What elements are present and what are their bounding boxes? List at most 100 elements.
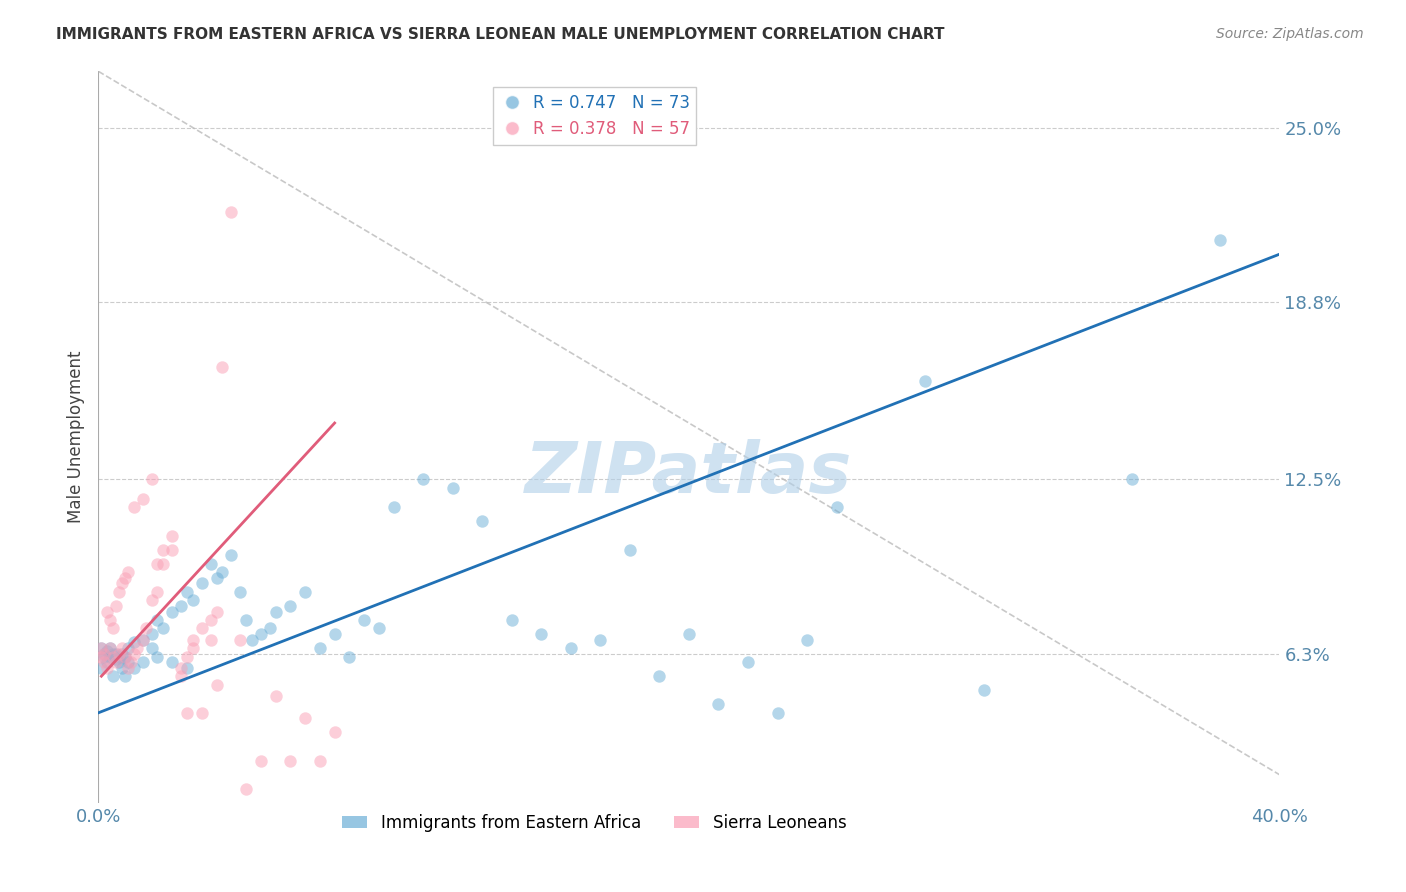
- Point: [93, 647, 115, 661]
- Point: [825, 500, 848, 515]
- Point: [221, 205, 243, 219]
- Point: [170, 661, 193, 675]
- Text: Source: ZipAtlas.com: Source: ZipAtlas.com: [1216, 27, 1364, 41]
- Point: [280, 754, 302, 768]
- Point: [250, 754, 273, 768]
- Point: [108, 647, 131, 661]
- Point: [141, 472, 163, 486]
- Point: [973, 683, 995, 698]
- Point: [211, 359, 233, 374]
- Point: [181, 632, 204, 647]
- Point: [108, 649, 131, 664]
- Point: [111, 641, 134, 656]
- Point: [111, 576, 134, 591]
- Point: [530, 627, 553, 641]
- Point: [122, 661, 145, 675]
- Point: [114, 649, 136, 664]
- Point: [108, 584, 131, 599]
- Point: [103, 621, 125, 635]
- Point: [114, 649, 136, 664]
- Point: [114, 669, 136, 683]
- Point: [108, 655, 131, 669]
- Point: [501, 613, 523, 627]
- Point: [1209, 233, 1232, 247]
- Point: [205, 605, 228, 619]
- Point: [221, 548, 243, 562]
- Point: [914, 374, 936, 388]
- Text: ZIPatlas: ZIPatlas: [526, 439, 852, 508]
- Point: [117, 565, 139, 579]
- Point: [105, 655, 128, 669]
- Point: [294, 711, 316, 725]
- Point: [796, 632, 818, 647]
- Point: [111, 661, 134, 675]
- Point: [141, 627, 163, 641]
- Point: [176, 706, 198, 720]
- Point: [122, 500, 145, 515]
- Point: [259, 621, 281, 635]
- Point: [141, 593, 163, 607]
- Point: [1121, 472, 1143, 486]
- Point: [678, 627, 700, 641]
- Point: [122, 635, 145, 649]
- Point: [132, 655, 155, 669]
- Point: [294, 584, 316, 599]
- Point: [412, 472, 434, 486]
- Point: [441, 481, 464, 495]
- Point: [117, 661, 139, 675]
- Point: [162, 542, 183, 557]
- Point: [191, 576, 214, 591]
- Point: [560, 641, 582, 656]
- Point: [170, 669, 193, 683]
- Point: [205, 571, 228, 585]
- Point: [117, 655, 139, 669]
- Y-axis label: Male Unemployment: Male Unemployment: [66, 351, 84, 524]
- Point: [191, 621, 214, 635]
- Point: [122, 647, 145, 661]
- Point: [152, 621, 174, 635]
- Point: [191, 706, 214, 720]
- Point: [280, 599, 302, 613]
- Point: [211, 565, 233, 579]
- Point: [200, 557, 222, 571]
- Point: [235, 781, 257, 796]
- Point: [707, 698, 730, 712]
- Point: [96, 655, 118, 669]
- Point: [240, 632, 263, 647]
- Point: [235, 613, 257, 627]
- Point: [111, 647, 134, 661]
- Point: [90, 661, 112, 675]
- Point: [200, 632, 222, 647]
- Point: [132, 632, 155, 647]
- Point: [96, 644, 118, 658]
- Point: [162, 528, 183, 542]
- Point: [382, 500, 405, 515]
- Point: [98, 613, 121, 627]
- Point: [323, 627, 346, 641]
- Point: [200, 613, 222, 627]
- Point: [146, 584, 169, 599]
- Point: [309, 754, 332, 768]
- Point: [264, 605, 287, 619]
- Point: [93, 649, 115, 664]
- Point: [103, 649, 125, 664]
- Point: [152, 542, 174, 557]
- Point: [135, 621, 157, 635]
- Point: [589, 632, 612, 647]
- Point: [93, 647, 115, 661]
- Point: [98, 641, 121, 656]
- Point: [176, 649, 198, 664]
- Point: [146, 613, 169, 627]
- Point: [96, 605, 118, 619]
- Point: [250, 627, 273, 641]
- Point: [141, 641, 163, 656]
- Point: [471, 515, 494, 529]
- Point: [152, 557, 174, 571]
- Legend: Immigrants from Eastern Africa, Sierra Leoneans: Immigrants from Eastern Africa, Sierra L…: [336, 807, 853, 838]
- Point: [146, 557, 169, 571]
- Text: IMMIGRANTS FROM EASTERN AFRICA VS SIERRA LEONEAN MALE UNEMPLOYMENT CORRELATION C: IMMIGRANTS FROM EASTERN AFRICA VS SIERRA…: [56, 27, 945, 42]
- Point: [103, 647, 125, 661]
- Point: [132, 632, 155, 647]
- Point: [648, 669, 671, 683]
- Point: [368, 621, 391, 635]
